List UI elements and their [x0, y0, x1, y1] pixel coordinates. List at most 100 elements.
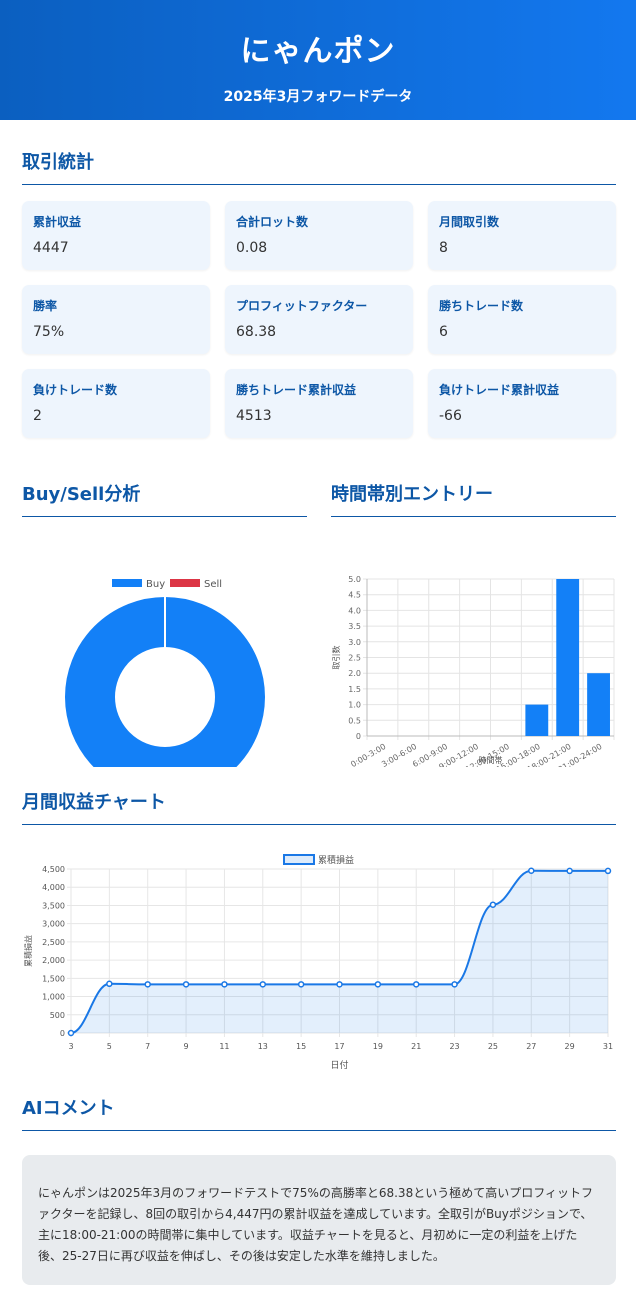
x-tick-label: 11: [219, 1042, 229, 1051]
data-point: [528, 867, 535, 874]
bar: [587, 673, 610, 736]
stat-label: 勝率: [33, 299, 58, 313]
x-tick-label: 9: [184, 1042, 189, 1051]
ai-section: AIコメント にゃんポンは2025年3月のフォワードテストで75%の高勝率と68…: [22, 1094, 616, 1285]
stats-section: 取引統計 累計収益 4447 合計ロット数 0.08 月間取引数 8 勝率 75% プロ…: [22, 148, 616, 438]
stat-label: 負けトレード数: [33, 383, 118, 397]
stat-label: 勝ちトレード数: [439, 299, 524, 313]
page-subtitle: 2025年3月フォワードデータ: [223, 89, 413, 105]
data-point: [182, 981, 190, 988]
y-tick-label: 3.5: [348, 622, 361, 631]
stat-value: 8: [439, 240, 448, 256]
y-tick-label: 1,500: [42, 974, 65, 983]
y-tick-label: 0.5: [348, 716, 361, 725]
stat-card: プロフィットファクター 68.38: [225, 285, 413, 354]
stat-value: 2: [33, 408, 42, 424]
x-tick-label: 21: [411, 1042, 421, 1051]
x-tick-label: 27: [526, 1042, 536, 1051]
monthly-title: 月間収益チャート: [22, 788, 616, 825]
stat-value: 75%: [33, 324, 65, 340]
y-tick-label: 4,000: [42, 883, 65, 892]
data-point: [297, 981, 305, 988]
data-point: [489, 901, 497, 908]
y-tick-label: 3.0: [348, 638, 361, 647]
y-tick-label: 2,500: [42, 938, 65, 947]
y-axis-title: 取引数: [331, 646, 341, 670]
stat-value: 0.08: [236, 240, 268, 256]
bar: [525, 704, 549, 736]
page-title: にゃんポン: [240, 34, 396, 69]
y-tick-label: 5.0: [348, 575, 361, 584]
y-tick-label: 4,500: [42, 865, 65, 874]
stat-label: 月間取引数: [439, 215, 500, 229]
bar: [556, 579, 580, 736]
data-point: [604, 867, 612, 875]
x-tick-label: 13: [258, 1042, 268, 1051]
x-tick-label: 17: [334, 1042, 344, 1051]
stat-card: 勝率 75%: [22, 285, 210, 354]
legend-swatch-sell: [170, 579, 200, 587]
stat-label: 累計収益: [33, 215, 82, 229]
y-tick-label: 3,500: [42, 901, 65, 910]
y-tick-label: 1,000: [42, 993, 65, 1002]
time-title: 時間帯別エントリー: [331, 480, 616, 517]
x-axis-title: 時間帯: [479, 755, 503, 765]
stat-card: 月間取引数 8: [428, 201, 616, 270]
y-tick-label: 500: [50, 1011, 65, 1020]
legend-label: Buy: [146, 579, 165, 590]
legend-label: 累積損益: [318, 854, 354, 866]
legend-swatch-buy: [112, 579, 142, 587]
area-fill: [71, 870, 608, 1033]
stat-card: 累計収益 4447: [22, 201, 210, 270]
x-tick-label: 31: [603, 1042, 613, 1051]
stat-label: 負けトレード累計収益: [439, 383, 560, 397]
stat-value: 68.38: [236, 324, 277, 340]
stat-label: プロフィットファクター: [236, 299, 368, 313]
y-tick-label: 1.0: [348, 701, 361, 710]
stat-label: 合計ロット数: [236, 215, 309, 229]
y-tick-label: 1.5: [348, 685, 361, 694]
stat-value: -66: [439, 408, 462, 424]
data-point: [144, 981, 151, 988]
data-point: [374, 981, 382, 988]
stats-grid: 累計収益 4447 合計ロット数 0.08 月間取引数 8 勝率 75% プロフィットフ…: [22, 201, 616, 438]
y-tick-label: 0: [356, 732, 361, 741]
y-tick-label: 2,000: [42, 956, 65, 965]
x-tick-label: 23: [449, 1042, 459, 1051]
stat-card: 負けトレード累計収益 -66: [428, 369, 616, 438]
data-point: [412, 981, 420, 988]
y-tick-label: 2.0: [348, 669, 361, 678]
buysell-doughnut-chart: Buy Sell: [65, 579, 265, 797]
stat-label: 勝ちトレード累計収益: [236, 383, 357, 397]
ai-title: AIコメント: [22, 1094, 616, 1131]
stat-value: 4447: [33, 240, 69, 256]
y-tick-label: 2.5: [348, 654, 361, 663]
y-tick-label: 4.0: [348, 606, 361, 615]
x-axis-title: 日付: [330, 1060, 348, 1071]
x-tick-label: 7: [145, 1042, 150, 1051]
data-point: [336, 981, 343, 988]
stat-value: 6: [439, 324, 448, 340]
y-axis-title: 累積損益: [23, 935, 33, 967]
monthly-line-chart: 累積損益 0 500 1,000 1,500 2,000 2,500 3,000 3,500 4,…: [23, 854, 613, 1071]
y-tick-label: 3,000: [42, 920, 65, 929]
stat-card: 合計ロット数 0.08: [225, 201, 413, 270]
stat-value: 4513: [236, 408, 272, 424]
monthly-section: 月間収益チャート 累積損益 0 500 1,000 1,500 2,000 2,500 3,0…: [22, 788, 616, 1079]
stats-title: 取引統計: [22, 148, 616, 185]
ai-comment: にゃんポンは2025年3月のフォワードテストで75%の高勝率と68.38という極…: [22, 1155, 616, 1285]
legend-swatch: [283, 854, 315, 865]
x-tick-label: 29: [565, 1042, 575, 1051]
buysell-title: Buy/Sell分析: [22, 480, 307, 517]
x-tick-label: 25: [488, 1042, 498, 1051]
y-tick-label: 4.5: [348, 591, 361, 600]
data-point: [67, 1029, 75, 1037]
buysell-section: Buy/Sell分析 Buy Sell: [22, 480, 307, 797]
time-bar-chart: 00.51.01.52.02.53.03.54.04.55.00:00-3:00…: [331, 575, 615, 774]
stat-card: 負けトレード数 2: [22, 369, 210, 438]
x-tick-label: 15: [296, 1042, 306, 1051]
x-tick-label: 19: [373, 1042, 383, 1051]
data-point: [259, 981, 267, 988]
header: にゃんポン 2025年3月フォワードデータ: [0, 0, 636, 120]
